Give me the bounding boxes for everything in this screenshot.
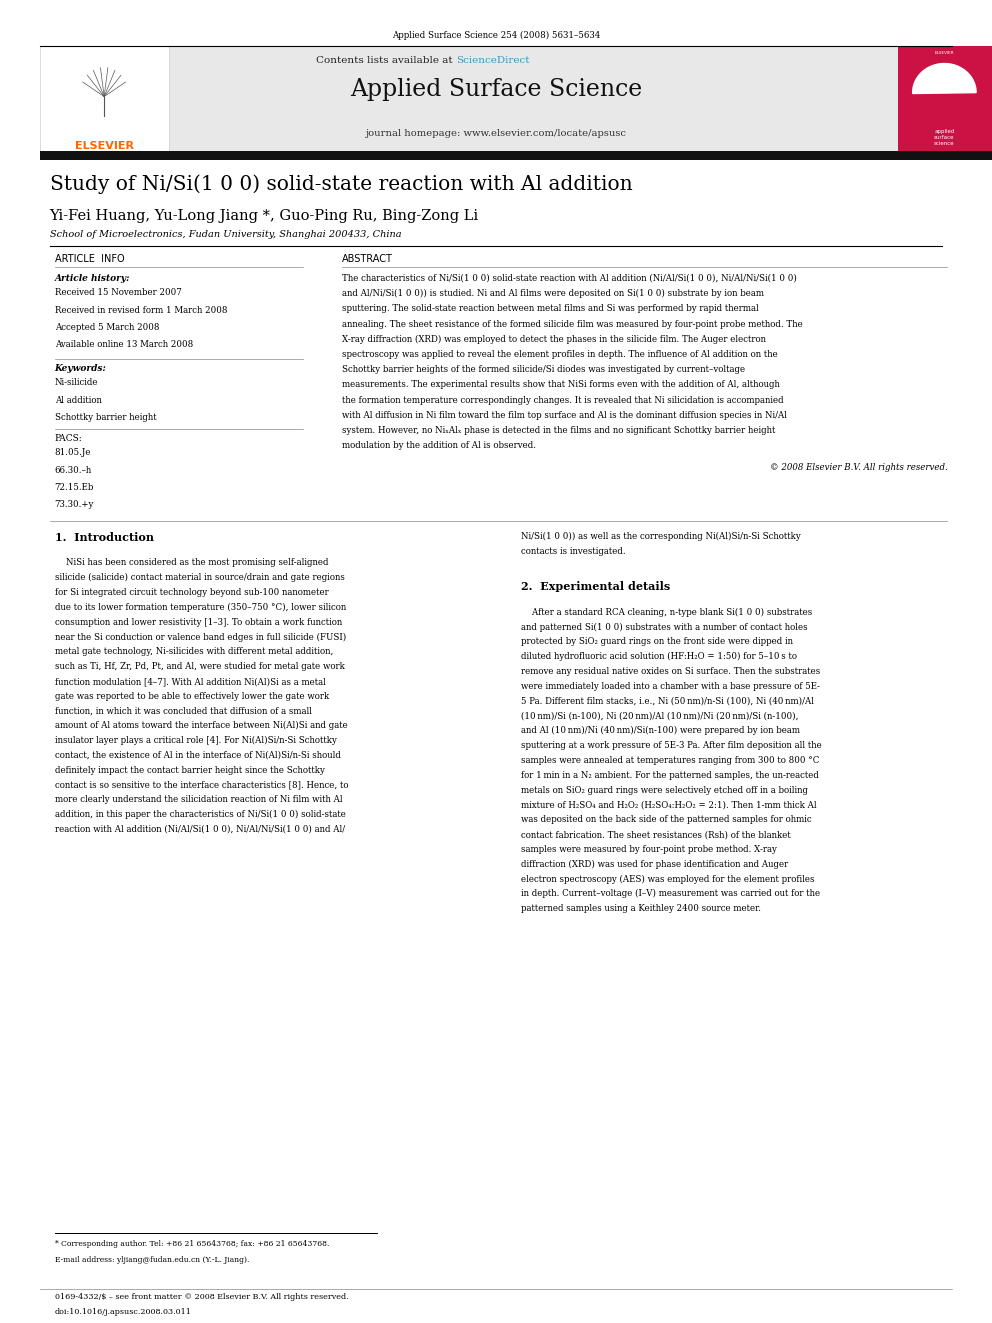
Text: contact is so sensitive to the interface characteristics [8]. Hence, to: contact is so sensitive to the interface… [55, 781, 348, 790]
Text: 72.15.Eb: 72.15.Eb [55, 483, 94, 492]
Text: Keywords:: Keywords: [55, 364, 106, 373]
Text: 0169-4332/$ – see front matter © 2008 Elsevier B.V. All rights reserved.: 0169-4332/$ – see front matter © 2008 El… [55, 1293, 348, 1301]
Text: Ni-silicide: Ni-silicide [55, 378, 98, 388]
Text: the formation temperature correspondingly changes. It is revealed that Ni silici: the formation temperature correspondingl… [342, 396, 784, 405]
Text: 81.05.Je: 81.05.Je [55, 448, 91, 458]
Text: Al addition: Al addition [55, 396, 101, 405]
Bar [40, 151, 992, 160]
Text: Schottky barrier heights of the formed silicide/Si diodes was investigated by cu: Schottky barrier heights of the formed s… [342, 365, 745, 374]
Text: ABSTRACT: ABSTRACT [342, 254, 393, 265]
Text: Article history:: Article history: [55, 274, 130, 283]
Text: patterned samples using a Keithley 2400 source meter.: patterned samples using a Keithley 2400 … [521, 904, 761, 913]
Text: metals on SiO₂ guard rings were selectively etched off in a boiling: metals on SiO₂ guard rings were selectiv… [521, 786, 807, 795]
Text: was deposited on the back side of the patterned samples for ohmic: was deposited on the back side of the pa… [521, 815, 811, 824]
Text: Ni/Si(1 0 0)) as well as the corresponding Ni(Al)Si/n-Si Schottky: Ni/Si(1 0 0)) as well as the correspondi… [521, 532, 801, 541]
Text: in depth. Current–voltage (I–V) measurement was carried out for the: in depth. Current–voltage (I–V) measurem… [521, 889, 820, 898]
Text: consumption and lower resistivity [1–3]. To obtain a work function: consumption and lower resistivity [1–3].… [55, 618, 342, 627]
Text: insulator layer plays a critical role [4]. For Ni(Al)Si/n-Si Schottky: insulator layer plays a critical role [4… [55, 736, 336, 745]
Text: applied
surface
science: applied surface science [934, 130, 954, 146]
Text: 1.  Introduction: 1. Introduction [55, 532, 154, 542]
Text: Study of Ni/Si(1 0 0) solid-state reaction with Al addition: Study of Ni/Si(1 0 0) solid-state reacti… [50, 175, 632, 194]
Text: near the Si conduction or valence band edges in full silicide (FUSI): near the Si conduction or valence band e… [55, 632, 346, 642]
Text: due to its lower formation temperature (350–750 °C), lower silicon: due to its lower formation temperature (… [55, 603, 346, 611]
Text: ELSEVIER: ELSEVIER [74, 140, 134, 151]
Text: School of Microelectronics, Fudan University, Shanghai 200433, China: School of Microelectronics, Fudan Univer… [50, 230, 401, 239]
Text: Applied Surface Science: Applied Surface Science [350, 78, 642, 102]
Text: for 1 min in a N₂ ambient. For the patterned samples, the un-reacted: for 1 min in a N₂ ambient. For the patte… [521, 771, 818, 779]
Text: with Al diffusion in Ni film toward the film top surface and Al is the dominant : with Al diffusion in Ni film toward the … [342, 410, 788, 419]
Text: such as Ti, Hf, Zr, Pd, Pt, and Al, were studied for metal gate work: such as Ti, Hf, Zr, Pd, Pt, and Al, were… [55, 662, 344, 671]
Text: metal gate technology, Ni-silicides with different metal addition,: metal gate technology, Ni-silicides with… [55, 647, 333, 656]
Text: samples were measured by four-point probe method. X-ray: samples were measured by four-point prob… [521, 845, 777, 853]
Polygon shape [913, 64, 976, 94]
Text: X-ray diffraction (XRD) was employed to detect the phases in the silicide film. : X-ray diffraction (XRD) was employed to … [342, 335, 766, 344]
Text: measurements. The experimental results show that NiSi forms even with the additi: measurements. The experimental results s… [342, 381, 780, 389]
Text: samples were annealed at temperatures ranging from 300 to 800 °C: samples were annealed at temperatures ra… [521, 755, 819, 765]
Text: NiSi has been considered as the most promising self-aligned: NiSi has been considered as the most pro… [55, 558, 328, 568]
Text: electron spectroscopy (AES) was employed for the element profiles: electron spectroscopy (AES) was employed… [521, 875, 814, 884]
Text: Accepted 5 March 2008: Accepted 5 March 2008 [55, 323, 159, 332]
Text: Available online 13 March 2008: Available online 13 March 2008 [55, 340, 192, 349]
Text: protected by SiO₂ guard rings on the front side were dipped in: protected by SiO₂ guard rings on the fro… [521, 638, 793, 647]
Text: 5 Pa. Different film stacks, i.e., Ni (50 nm)/n-Si (100), Ni (40 nm)/Al: 5 Pa. Different film stacks, i.e., Ni (5… [521, 697, 813, 705]
Text: mixture of H₂SO₄ and H₂O₂ (H₂SO₄:H₂O₂ = 2:1). Then 1-mm thick Al: mixture of H₂SO₄ and H₂O₂ (H₂SO₄:H₂O₂ = … [521, 800, 816, 810]
Text: Schottky barrier height: Schottky barrier height [55, 413, 156, 422]
Text: contact fabrication. The sheet resistances (Rsh) of the blanket: contact fabrication. The sheet resistanc… [521, 830, 791, 839]
Text: amount of Al atoms toward the interface between Ni(Al)Si and gate: amount of Al atoms toward the interface … [55, 721, 347, 730]
Text: E-mail address: yljiang@fudan.edu.cn (Y.-L. Jiang).: E-mail address: yljiang@fudan.edu.cn (Y.… [55, 1256, 249, 1263]
Text: ELSEVIER: ELSEVIER [934, 50, 954, 56]
Text: silicide (salicide) contact material in source/drain and gate regions: silicide (salicide) contact material in … [55, 573, 344, 582]
Text: system. However, no NiₓAlₓ phase is detected in the films and no significant Sch: system. However, no NiₓAlₓ phase is dete… [342, 426, 776, 435]
Text: Applied Surface Science 254 (2008) 5631–5634: Applied Surface Science 254 (2008) 5631–… [392, 30, 600, 40]
Text: journal homepage: www.elsevier.com/locate/apsusc: journal homepage: www.elsevier.com/locat… [365, 130, 627, 138]
Text: addition, in this paper the characteristics of Ni/Si(1 0 0) solid-state: addition, in this paper the characterist… [55, 810, 345, 819]
Text: reaction with Al addition (Ni/Al/Si(1 0 0), Ni/Al/Ni/Si(1 0 0) and Al/: reaction with Al addition (Ni/Al/Si(1 0 … [55, 826, 344, 833]
Text: and Al/Ni/Si(1 0 0)) is studied. Ni and Al films were deposited on Si(1 0 0) sub: and Al/Ni/Si(1 0 0)) is studied. Ni and … [342, 288, 764, 298]
Text: ARTICLE  INFO: ARTICLE INFO [55, 254, 124, 265]
Text: diffraction (XRD) was used for phase identification and Auger: diffraction (XRD) was used for phase ide… [521, 860, 788, 869]
Text: Contents lists available at: Contents lists available at [316, 56, 456, 65]
Text: 2.  Experimental details: 2. Experimental details [521, 581, 670, 593]
Text: sputtering. The solid-state reaction between metal films and Si was performed by: sputtering. The solid-state reaction bet… [342, 304, 759, 314]
Text: (10 nm)/Si (n-100), Ni (20 nm)/Al (10 nm)/Ni (20 nm)/Si (n-100),: (10 nm)/Si (n-100), Ni (20 nm)/Al (10 nm… [521, 712, 799, 721]
Text: 73.30.+y: 73.30.+y [55, 500, 94, 509]
Text: sputtering at a work pressure of 5E-3 Pa. After film deposition all the: sputtering at a work pressure of 5E-3 Pa… [521, 741, 821, 750]
Text: The characteristics of Ni/Si(1 0 0) solid-state reaction with Al addition (Ni/Al: The characteristics of Ni/Si(1 0 0) soli… [342, 274, 798, 283]
Bar [898, 46, 992, 155]
Text: © 2008 Elsevier B.V. All rights reserved.: © 2008 Elsevier B.V. All rights reserved… [770, 463, 947, 472]
Text: Yi-Fei Huang, Yu-Long Jiang *, Guo-Ping Ru, Bing-Zong Li: Yi-Fei Huang, Yu-Long Jiang *, Guo-Ping … [50, 209, 479, 224]
Text: contacts is investigated.: contacts is investigated. [521, 546, 625, 556]
Text: After a standard RCA cleaning, n-type blank Si(1 0 0) substrates: After a standard RCA cleaning, n-type bl… [521, 607, 812, 617]
Text: 66.30.–h: 66.30.–h [55, 466, 92, 475]
Bar [169, 46, 898, 155]
Text: modulation by the addition of Al is observed.: modulation by the addition of Al is obse… [342, 441, 537, 450]
Text: function modulation [4–7]. With Al addition Ni(Al)Si as a metal: function modulation [4–7]. With Al addit… [55, 677, 325, 685]
Text: contact, the existence of Al in the interface of Ni(Al)Si/n-Si should: contact, the existence of Al in the inte… [55, 751, 340, 759]
Text: annealing. The sheet resistance of the formed silicide film was measured by four: annealing. The sheet resistance of the f… [342, 319, 803, 328]
Text: Received 15 November 2007: Received 15 November 2007 [55, 288, 182, 298]
Text: and Al (10 nm)/Ni (40 nm)/Si(n-100) were prepared by ion beam: and Al (10 nm)/Ni (40 nm)/Si(n-100) were… [521, 726, 800, 736]
Text: definitely impact the contact barrier height since the Schottky: definitely impact the contact barrier he… [55, 766, 324, 775]
Text: gate was reported to be able to effectively lower the gate work: gate was reported to be able to effectiv… [55, 692, 328, 701]
Text: ScienceDirect: ScienceDirect [456, 56, 530, 65]
Text: function, in which it was concluded that diffusion of a small: function, in which it was concluded that… [55, 706, 311, 716]
Text: Received in revised form 1 March 2008: Received in revised form 1 March 2008 [55, 306, 227, 315]
Text: more clearly understand the silicidation reaction of Ni film with Al: more clearly understand the silicidation… [55, 795, 342, 804]
Text: doi:10.1016/j.apsusc.2008.03.011: doi:10.1016/j.apsusc.2008.03.011 [55, 1308, 191, 1316]
Text: remove any residual native oxides on Si surface. Then the substrates: remove any residual native oxides on Si … [521, 667, 820, 676]
Bar [40, 46, 169, 155]
Text: and patterned Si(1 0 0) substrates with a number of contact holes: and patterned Si(1 0 0) substrates with … [521, 623, 807, 631]
Text: spectroscopy was applied to reveal the element profiles in depth. The influence : spectroscopy was applied to reveal the e… [342, 349, 778, 359]
Text: PACS:: PACS: [55, 434, 82, 443]
Text: * Corresponding author. Tel: +86 21 65643768; fax: +86 21 65643768.: * Corresponding author. Tel: +86 21 6564… [55, 1240, 329, 1248]
Text: diluted hydrofluoric acid solution (HF:H₂O = 1:50) for 5–10 s to: diluted hydrofluoric acid solution (HF:H… [521, 652, 797, 662]
Text: were immediately loaded into a chamber with a base pressure of 5E-: were immediately loaded into a chamber w… [521, 681, 819, 691]
Text: for Si integrated circuit technology beyond sub-100 nanometer: for Si integrated circuit technology bey… [55, 587, 328, 597]
